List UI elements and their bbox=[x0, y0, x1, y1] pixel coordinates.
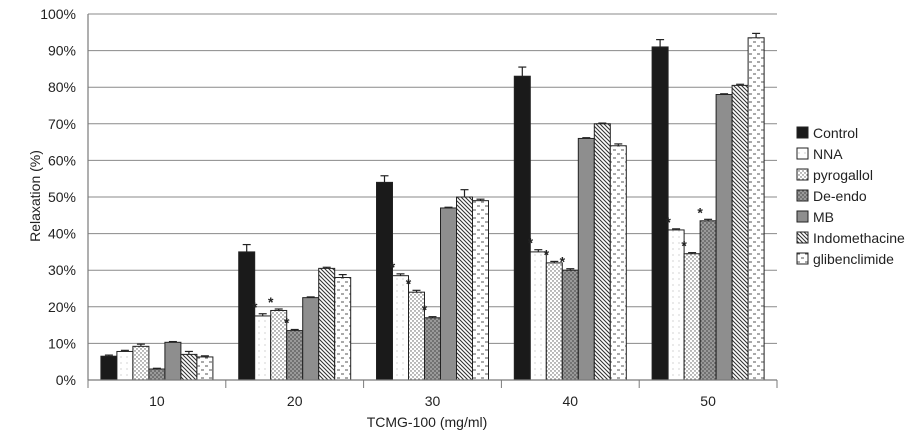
significance-star: * bbox=[528, 235, 534, 251]
legend-swatch bbox=[796, 147, 809, 160]
y-tick-label: 30% bbox=[48, 262, 76, 278]
y-tick-label: 40% bbox=[48, 226, 76, 242]
legend-label: MB bbox=[813, 209, 834, 225]
legend-swatch bbox=[796, 210, 809, 223]
significance-star: * bbox=[560, 254, 566, 270]
legend-label: NNA bbox=[813, 146, 843, 162]
legend-label: De-endo bbox=[813, 188, 867, 204]
bar bbox=[577, 137, 595, 381]
bar bbox=[254, 315, 272, 381]
bar bbox=[148, 368, 166, 381]
y-axis-title: Relaxation (%) bbox=[27, 150, 43, 242]
bar bbox=[731, 84, 749, 381]
x-axis: 10 20 30 40 50 bbox=[87, 14, 778, 409]
legend-swatch bbox=[796, 189, 809, 202]
bar bbox=[609, 145, 627, 381]
bar bbox=[561, 269, 579, 381]
significance-star: * bbox=[390, 259, 396, 275]
significance-star: * bbox=[252, 299, 258, 315]
significance-markers: * * * * * * * * * * * * bbox=[252, 204, 703, 330]
bar bbox=[715, 94, 733, 381]
significance-star: * bbox=[284, 314, 290, 330]
bar bbox=[593, 123, 611, 381]
y-tick-label: 80% bbox=[48, 79, 76, 95]
bar bbox=[699, 220, 717, 381]
bar bbox=[456, 196, 473, 381]
bar bbox=[132, 345, 150, 381]
y-tick-label: 70% bbox=[48, 116, 76, 132]
bar bbox=[513, 75, 531, 381]
x-axis-title: TCMG-100 (mg/ml) bbox=[367, 414, 488, 430]
x-tick-label: 50 bbox=[700, 393, 716, 409]
legend-label: pyrogallol bbox=[813, 167, 873, 183]
bar bbox=[318, 267, 336, 381]
bar bbox=[286, 330, 304, 381]
bar bbox=[100, 355, 118, 381]
x-tick-label: 10 bbox=[149, 393, 165, 409]
significance-star: * bbox=[268, 294, 274, 310]
y-tick-label: 20% bbox=[48, 299, 76, 315]
significance-star: * bbox=[406, 275, 412, 291]
significance-star: * bbox=[665, 214, 671, 230]
bar bbox=[529, 251, 547, 381]
significance-star: * bbox=[697, 204, 703, 220]
bar bbox=[545, 262, 563, 381]
bars bbox=[100, 37, 765, 381]
bar bbox=[302, 297, 320, 381]
bar bbox=[376, 181, 393, 381]
legend: Control NNA pyrogallol De-endo MB Indomethaci… bbox=[796, 125, 905, 267]
bar bbox=[196, 356, 214, 381]
bar bbox=[334, 277, 352, 381]
y-tick-label: 100% bbox=[40, 6, 76, 22]
bar bbox=[683, 253, 701, 381]
bar bbox=[747, 37, 765, 381]
bar bbox=[116, 350, 134, 381]
bar bbox=[238, 251, 256, 381]
legend-label: Indomethacine bbox=[813, 230, 905, 246]
x-tick-label: 40 bbox=[563, 393, 579, 409]
bar bbox=[164, 341, 182, 381]
error-bars bbox=[104, 32, 761, 370]
y-tick-label: 50% bbox=[48, 189, 76, 205]
bar bbox=[472, 200, 489, 381]
y-tick-label: 60% bbox=[48, 152, 76, 168]
legend-swatch bbox=[796, 168, 809, 181]
bar bbox=[424, 317, 441, 381]
legend-swatch bbox=[796, 231, 809, 244]
y-tick-label: 10% bbox=[48, 335, 76, 351]
y-tick-label: 90% bbox=[48, 43, 76, 59]
x-tick-label: 20 bbox=[287, 393, 303, 409]
bar bbox=[180, 353, 198, 381]
legend-label: Control bbox=[813, 125, 858, 141]
y-axis-ticks: 0% 10% 20% 30% 40% 50% 60% 70% 80% 90% 100% bbox=[40, 6, 76, 388]
significance-star: * bbox=[681, 238, 687, 254]
legend-swatch bbox=[796, 126, 809, 139]
significance-star: * bbox=[422, 302, 428, 318]
y-tick-label: 0% bbox=[56, 372, 76, 388]
grid-lines bbox=[88, 13, 777, 344]
x-tick-label: 30 bbox=[425, 393, 441, 409]
legend-swatch bbox=[796, 252, 809, 265]
legend-label: glibenclimide bbox=[813, 251, 894, 267]
significance-star: * bbox=[544, 246, 550, 262]
bar bbox=[440, 207, 457, 381]
